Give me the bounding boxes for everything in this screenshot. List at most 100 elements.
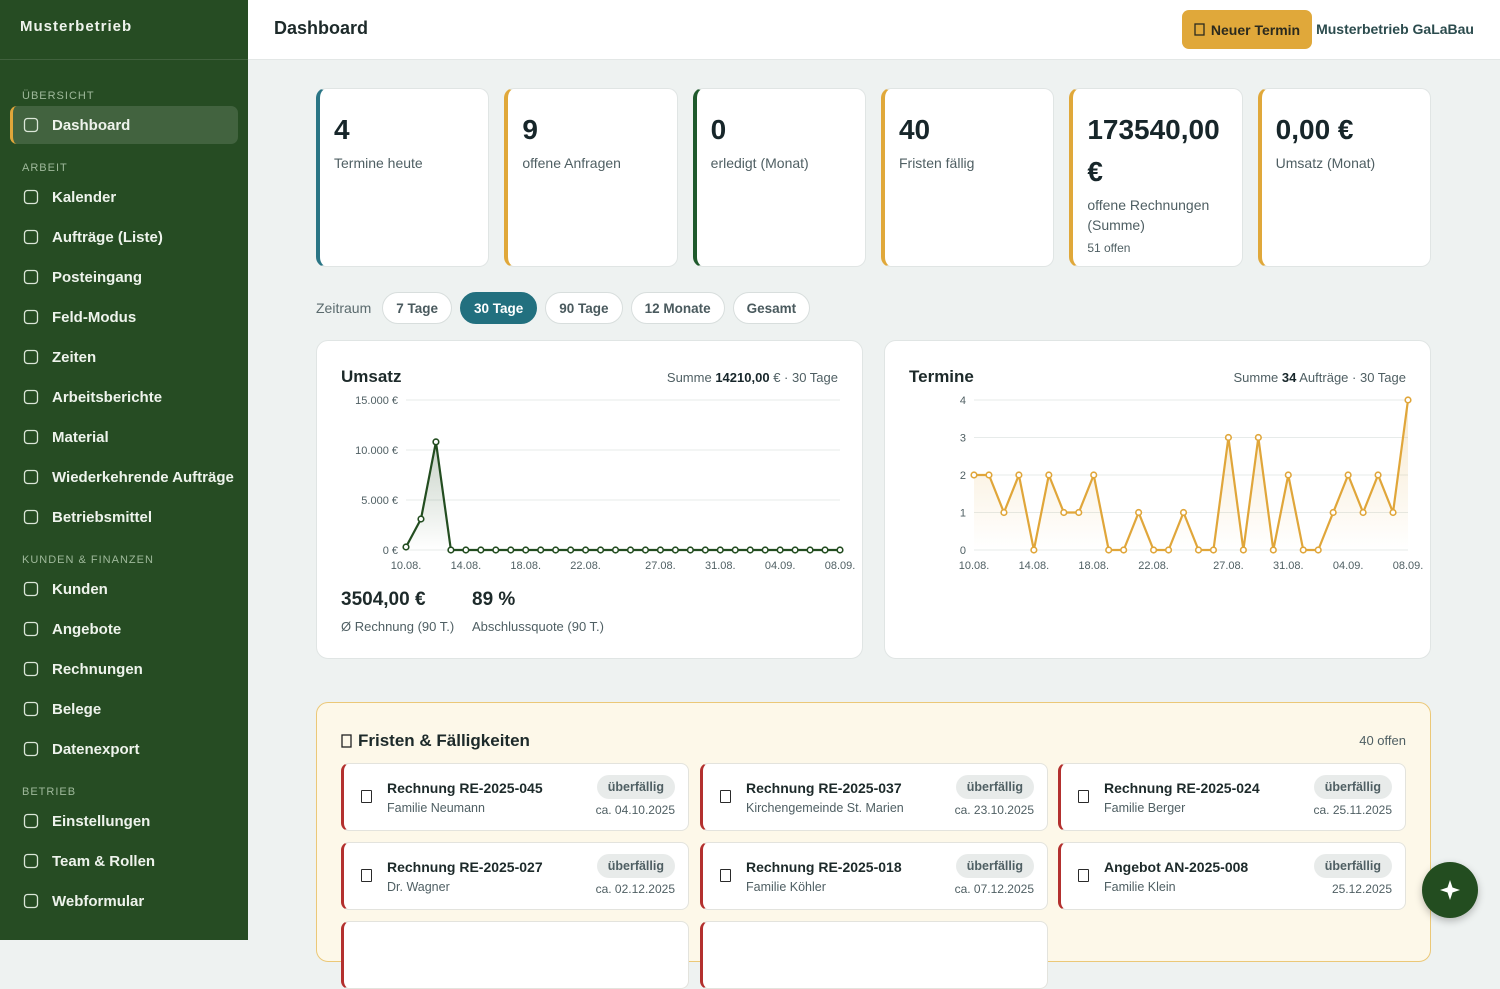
- filter-label: Zeitraum: [316, 300, 372, 316]
- point: [776, 546, 784, 554]
- kpi-label: erledigt (Monat): [710, 155, 809, 171]
- nav-item[interactable]: Kunden: [10, 570, 238, 608]
- icon-shape: [23, 269, 39, 285]
- deadline-card[interactable]: [700, 921, 1048, 989]
- period-option[interactable]: 7 Tage: [382, 292, 452, 324]
- deadline-card[interactable]: Rechnung RE-2025-037 Kirchengemeinde St. …: [700, 763, 1048, 831]
- deadline-title: Angebot AN-2025-008: [1104, 859, 1249, 875]
- y-tick-label: 2: [960, 470, 966, 482]
- summary-part: 14210,00: [715, 370, 770, 385]
- nav-item[interactable]: Datenexport: [10, 730, 238, 768]
- deadline-title: Rechnung RE-2025-037: [746, 780, 902, 796]
- period-option[interactable]: 90 Tage: [545, 292, 623, 324]
- company-name[interactable]: Musterbetrieb GaLaBau: [1316, 21, 1474, 37]
- kpi-value: 4: [334, 114, 350, 145]
- nav-label: Webformular: [52, 892, 145, 910]
- status-badge: überfällig: [955, 775, 1034, 799]
- checkbox[interactable]: [1078, 869, 1089, 882]
- nav-item[interactable]: Betriebsmittel: [10, 498, 238, 536]
- checkbox[interactable]: [720, 869, 731, 882]
- nav-item[interactable]: Webformular: [10, 882, 238, 920]
- point: [1224, 433, 1233, 442]
- checkbox[interactable]: [361, 790, 372, 803]
- nav-label: Betriebsmittel: [52, 508, 153, 526]
- point: [581, 546, 590, 554]
- point: [447, 546, 455, 554]
- point: [417, 515, 425, 523]
- y-tick-label: 1: [960, 508, 966, 520]
- checkbox[interactable]: [1078, 790, 1089, 803]
- period-option[interactable]: Gesamt: [732, 292, 811, 324]
- checkbox[interactable]: [720, 790, 731, 803]
- point: [1090, 471, 1098, 479]
- period-option[interactable]: 30 Tage: [460, 292, 538, 324]
- nav-label: Kalender: [52, 188, 117, 206]
- point: [1164, 546, 1173, 554]
- checkbox[interactable]: [361, 869, 372, 882]
- nav-item[interactable]: Dashboard: [10, 106, 238, 144]
- deadline-title: Rechnung RE-2025-024: [1104, 780, 1260, 796]
- nav-item[interactable]: Team & Rollen: [10, 842, 238, 880]
- x-tick-label: 18.08.: [510, 560, 541, 572]
- nav-icon: [23, 269, 39, 285]
- point: [656, 546, 665, 554]
- nav-label: Arbeitsberichte: [52, 388, 163, 406]
- deadline-client: Dr. Wagner: [387, 880, 450, 894]
- point: [1344, 471, 1352, 479]
- section-title: BETRIEB: [22, 786, 77, 798]
- brand: Musterbetrieb: [20, 18, 133, 35]
- point: [1015, 471, 1023, 479]
- new-appointment-button[interactable]: Neuer Termin: [1182, 10, 1312, 49]
- deadline-card[interactable]: Rechnung RE-2025-018 Familie Köhler überfä…: [700, 842, 1048, 910]
- icon-shape: [23, 349, 39, 365]
- deadline-card[interactable]: [341, 921, 689, 989]
- nav-label: Posteingang: [52, 268, 143, 286]
- nav-item[interactable]: Einstellungen: [10, 802, 238, 840]
- assistant-button[interactable]: [1422, 862, 1478, 918]
- nav-icon: [23, 229, 39, 245]
- icon-shape: [23, 309, 39, 325]
- point: [1030, 546, 1038, 554]
- summary-part: 34: [1281, 370, 1297, 385]
- period-option[interactable]: 12 Monate: [630, 292, 725, 324]
- deadline-card[interactable]: Rechnung RE-2025-027 Dr. Wagner überfällig…: [341, 842, 689, 910]
- nav-item[interactable]: Belege: [10, 690, 238, 728]
- nav-label: Einstellungen: [52, 812, 151, 830]
- y-tick-label: 5.000 €: [361, 495, 398, 507]
- nav-icon: [23, 117, 39, 133]
- nav-icon: [23, 893, 39, 909]
- deadline-card[interactable]: Angebot AN-2025-008 Familie Klein überfäll…: [1058, 842, 1406, 910]
- x-tick-label: 04.09.: [765, 560, 796, 572]
- nav-icon: [23, 813, 39, 829]
- point: [731, 546, 739, 554]
- nav-label: Material: [52, 428, 109, 446]
- nav-item[interactable]: Zeiten: [10, 338, 238, 376]
- status-badge: überfällig: [596, 775, 675, 799]
- nav-item[interactable]: Wiederkehrende Aufträge: [10, 458, 238, 496]
- chart-title: Termine: [909, 367, 974, 386]
- point: [492, 546, 500, 554]
- nav-item[interactable]: Rechnungen: [10, 650, 238, 688]
- nav-item[interactable]: Aufträge (Liste): [10, 218, 238, 256]
- deadline-card[interactable]: Rechnung RE-2025-024 Familie Berger überfä…: [1058, 763, 1406, 831]
- x-tick-label: 31.08.: [1273, 560, 1304, 572]
- nav-item[interactable]: Feld-Modus: [10, 298, 238, 336]
- point: [1389, 508, 1397, 517]
- point: [671, 546, 679, 554]
- nav-label: Datenexport: [52, 740, 140, 758]
- icon-shape: [23, 581, 39, 597]
- stat-value: 3504,00 €: [341, 589, 426, 610]
- deadline-card[interactable]: Rechnung RE-2025-045 Familie Neumann überf…: [341, 763, 689, 831]
- kpi-label: Umsatz (Monat): [1275, 155, 1376, 171]
- nav-item[interactable]: Kalender: [10, 178, 238, 216]
- kpi-label: Termine heute: [334, 155, 423, 171]
- nav-icon: [23, 853, 39, 869]
- nav-item[interactable]: Angebote: [10, 610, 238, 648]
- nav-item[interactable]: Posteingang: [10, 258, 238, 296]
- point: [1329, 508, 1337, 517]
- point: [1299, 546, 1307, 554]
- nav-item[interactable]: Material: [10, 418, 238, 456]
- section-title: KUNDEN & FINANZEN: [22, 554, 154, 566]
- kpi-note: 51 offen: [1087, 241, 1131, 255]
- nav-item[interactable]: Arbeitsberichte: [10, 378, 238, 416]
